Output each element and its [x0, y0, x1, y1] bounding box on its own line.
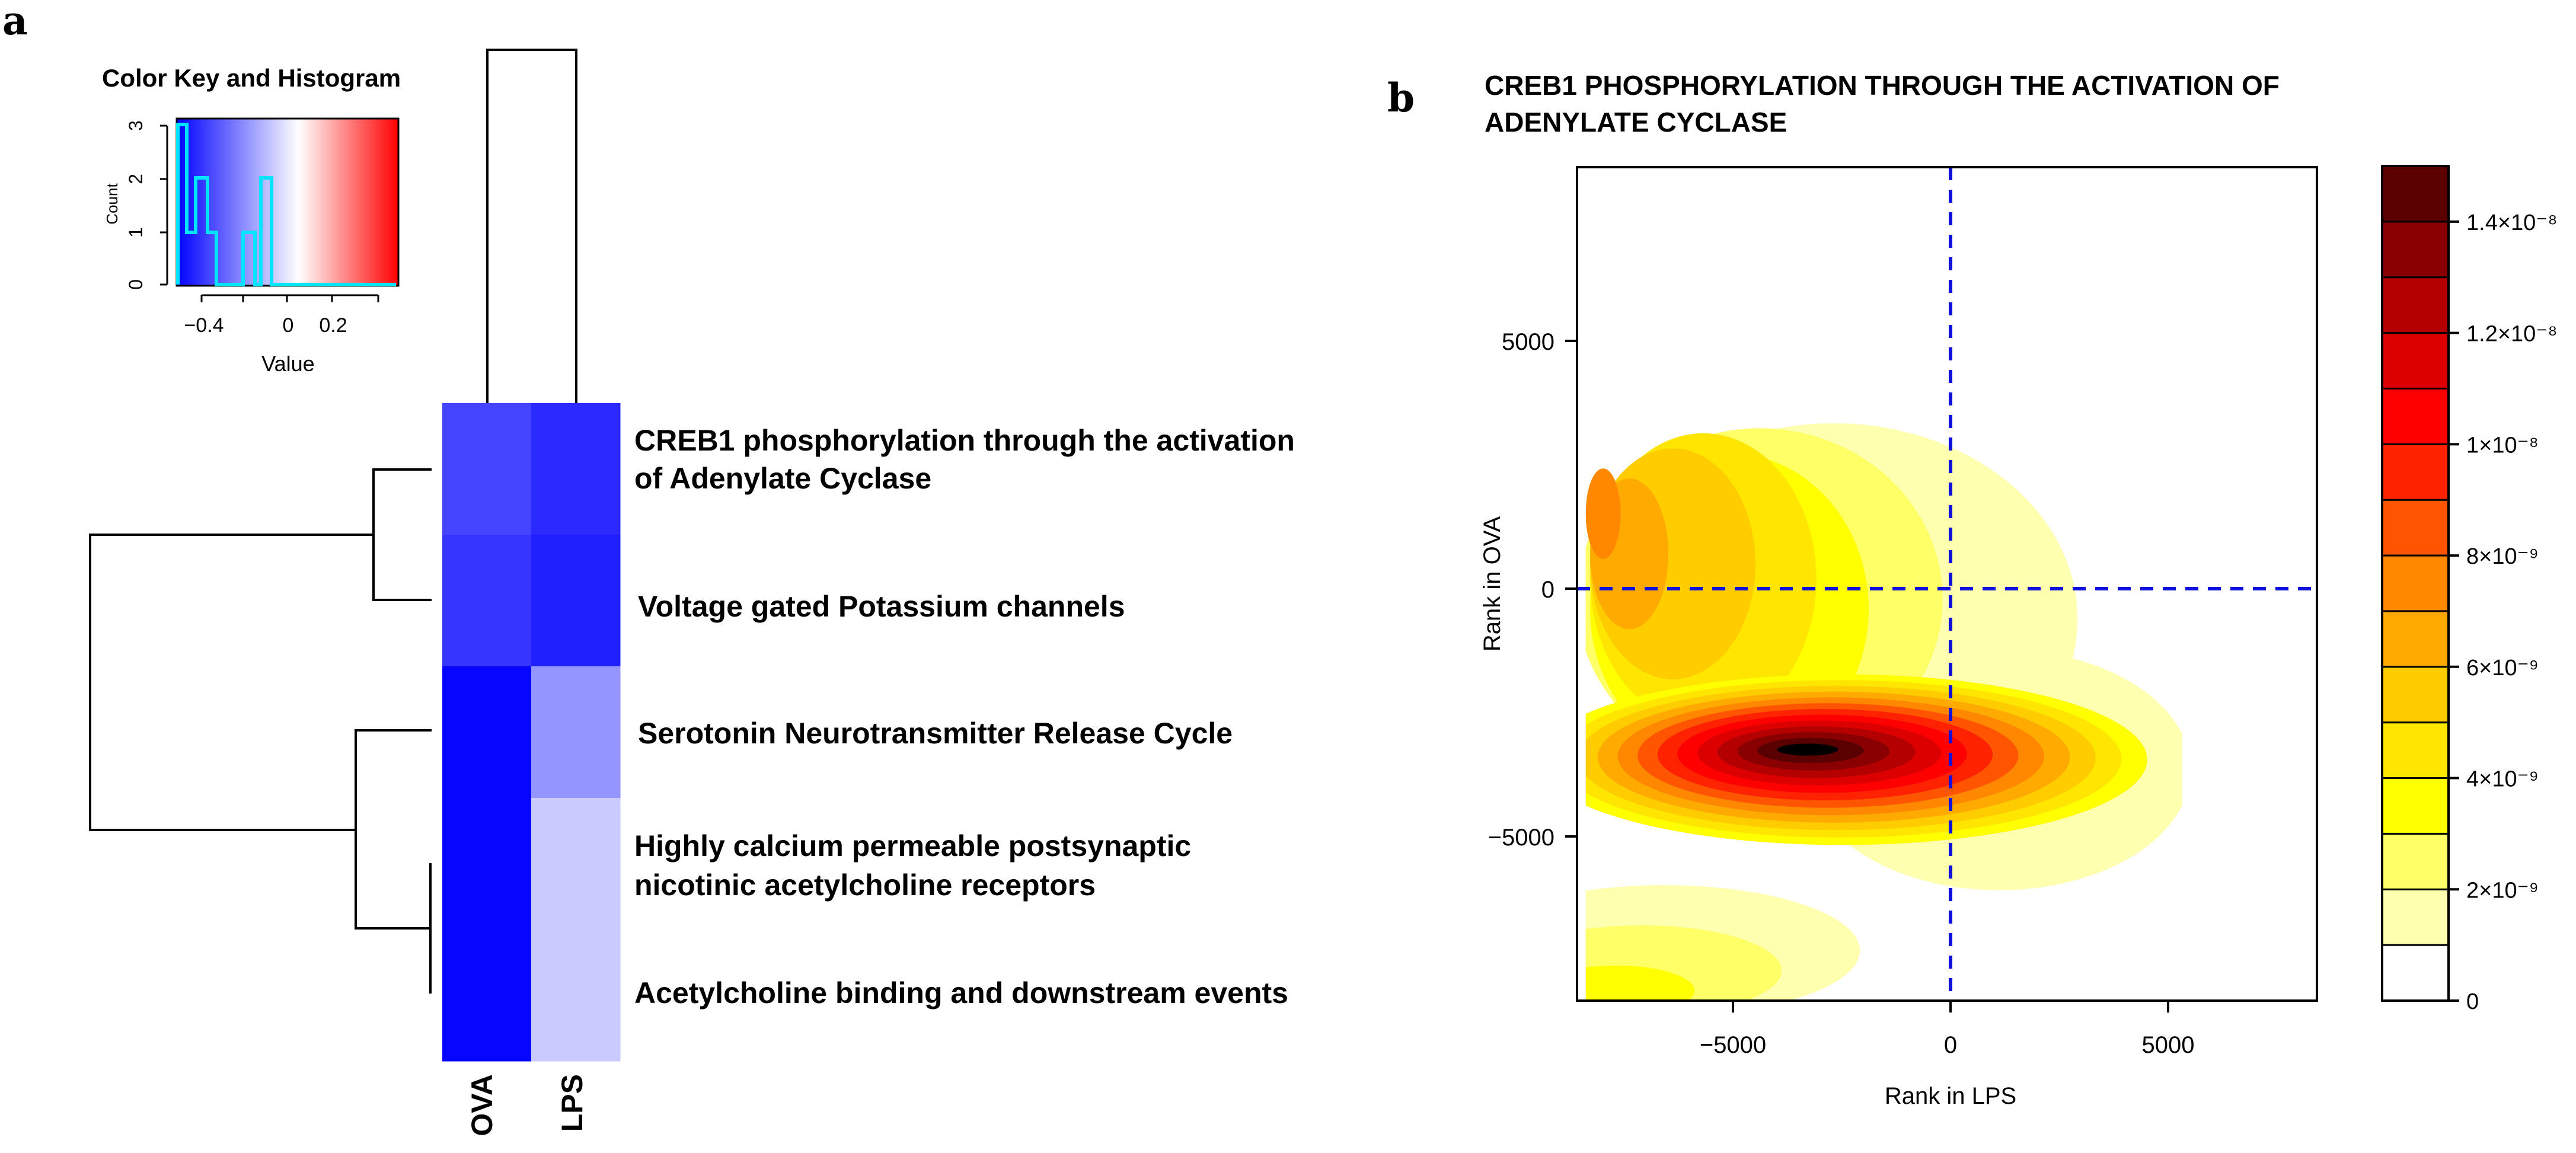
ck-ytick-0: 0 [125, 279, 146, 290]
legend-tick-label: 4×10⁻⁹ [2466, 767, 2539, 792]
y-axis-label: Rank in OVA [1479, 516, 1505, 652]
row-label-calcium-line1: Highly calcium permeable postsynaptic [634, 829, 1191, 863]
contour-mask-left [1577, 167, 1586, 1001]
legend-band [2381, 888, 2450, 946]
legend-band [2381, 221, 2450, 279]
xtick-neg5000: −5000 [1700, 1032, 1766, 1058]
row-label-voltage: Voltage gated Potassium channels [638, 590, 1125, 623]
legend-band [2381, 721, 2450, 780]
ck-ylabel: Count [103, 183, 121, 225]
ytick-5000: 5000 [1502, 329, 1554, 355]
ytick-0: 0 [1541, 577, 1554, 603]
contour-plot [1577, 167, 2317, 1001]
legend-ticks: 0 2×10⁻⁹ 4×10⁻⁹ 6×10⁻⁹ 8×10⁻⁹ 1×10⁻⁸ 1.2×10⁻⁸ 1… [2449, 210, 2557, 1014]
heatmap-cell [531, 403, 621, 535]
legend-tick-label: 1.4×10⁻⁸ [2466, 210, 2557, 235]
legend-tick-label: 0 [2466, 989, 2479, 1014]
plot-title-line1: CREB1 PHOSPHORYLATION THROUGH THE ACTIVA… [1485, 70, 2280, 101]
xtick-0: 0 [1944, 1032, 1957, 1058]
ck-ytick-2: 2 [125, 174, 146, 184]
heatmap-cells [442, 403, 621, 1062]
color-key: 0 1 2 3 Count −0.4 0 0.2 Value [103, 117, 400, 376]
density-legend [2381, 165, 2450, 1002]
legend-band [2381, 832, 2450, 890]
legend-frame [2381, 165, 2450, 1002]
legend-tick-label: 8×10⁻⁹ [2466, 544, 2539, 569]
row-dendrogram [89, 468, 432, 994]
x-axis-label: Rank in LPS [1885, 1083, 2016, 1109]
heatmap-cell [531, 798, 621, 930]
legend-tick-label: 1×10⁻⁸ [2466, 433, 2539, 458]
heatmap-cell [442, 798, 532, 930]
heatmap-cell [442, 930, 532, 1062]
row-label-acetylcholine: Acetylcholine binding and downstream eve… [634, 976, 1288, 1010]
row-labels: CREB1 phosphorylation through the activa… [634, 424, 1295, 1010]
panel-b-label: b [1387, 75, 1415, 121]
legend-tick-label: 1.2×10⁻⁸ [2466, 322, 2557, 347]
contour-mask-top [1577, 167, 2317, 408]
legend-tick-label: 6×10⁻⁹ [2466, 656, 2539, 681]
panel-a-label: a [2, 0, 28, 44]
column-dendrogram [486, 49, 577, 403]
ck-ytick-3: 3 [125, 120, 146, 131]
legend-tick-label: 2×10⁻⁹ [2466, 878, 2539, 903]
xtick-5000: 5000 [2142, 1032, 2195, 1058]
ck-xlabel: Value [261, 352, 314, 376]
row-label-calcium-line2: nicotinic acetylcholine receptors [634, 868, 1096, 902]
legend-band [2381, 499, 2450, 557]
ck-xtick-2: 0.2 [319, 314, 347, 337]
row-label-creb1-line1: CREB1 phosphorylation through the activa… [634, 424, 1295, 457]
plot-frame [1576, 166, 2318, 1002]
ytick-neg5000: −5000 [1488, 825, 1554, 851]
legend-band [2381, 610, 2450, 668]
color-key-histogram [176, 123, 396, 286]
legend-band [2381, 944, 2450, 1002]
contour-region [1577, 965, 1695, 1001]
ck-xtick-0: −0.4 [184, 314, 224, 337]
legend-band [2381, 777, 2450, 835]
legend-band [2381, 276, 2450, 334]
row-label-creb1-line2: of Adenylate Cyclase [634, 462, 931, 495]
col-label-lps: LPS [556, 1074, 589, 1132]
row-label-serotonin: Serotonin Neurotransmitter Release Cycle [638, 717, 1233, 750]
ck-ytick-1: 1 [125, 227, 146, 238]
plot-title-line2: ADENYLATE CYCLASE [1485, 107, 1787, 138]
legend-band [2381, 443, 2450, 501]
color-key-title: Color Key and Histogram [102, 64, 401, 92]
heatmap-cell [442, 403, 532, 535]
heatmap-cell [531, 930, 621, 1062]
col-label-ova: OVA [465, 1074, 499, 1136]
legend-band [2381, 666, 2450, 724]
legend-band [2381, 165, 2450, 223]
contour-region [1585, 468, 1621, 559]
heatmap-cell [531, 535, 621, 667]
ck-xtick-1: 0 [283, 314, 294, 337]
heatmap-cell [442, 666, 532, 799]
contour-level [1777, 743, 1838, 756]
color-key-gradient [175, 117, 400, 287]
heatmap-cell [442, 535, 532, 667]
legend-band [2381, 387, 2450, 445]
heatmap-cell [531, 666, 621, 799]
legend-band [2381, 554, 2450, 612]
legend-band [2381, 332, 2450, 389]
